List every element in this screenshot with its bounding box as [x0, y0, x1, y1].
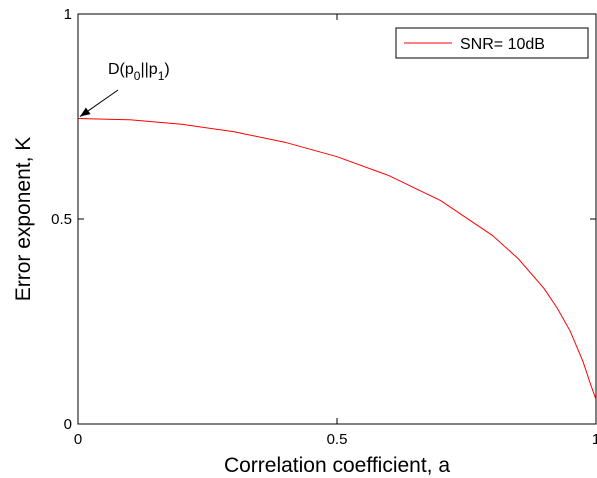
- annotation-arrow-head: [80, 107, 91, 117]
- y-tick-label: 0.5: [51, 211, 72, 228]
- annotation: D(p0||p1): [79, 61, 170, 117]
- y-tick-labels: 00.51: [51, 6, 72, 433]
- tick-marks: [77, 13, 597, 425]
- plot-area: [77, 13, 597, 425]
- x-tick-label: 1: [592, 431, 597, 448]
- x-tick-labels: 0 0.5 1: [74, 431, 597, 448]
- y-axis-title: Error exponent, K: [12, 137, 35, 302]
- x-tick-label: 0.5: [327, 431, 348, 448]
- y-tick-label: 0: [64, 416, 72, 433]
- legend: SNR= 10dB: [395, 27, 589, 59]
- series-line-snr-10db: [77, 118, 597, 400]
- annotation-label: D(p0||p1): [108, 61, 170, 83]
- y-tick-label: 1: [64, 6, 72, 23]
- x-axis-title: Correlation coefficient, a: [224, 454, 450, 477]
- x-tick-label: 0: [74, 431, 82, 448]
- legend-label: SNR= 10dB: [460, 36, 545, 53]
